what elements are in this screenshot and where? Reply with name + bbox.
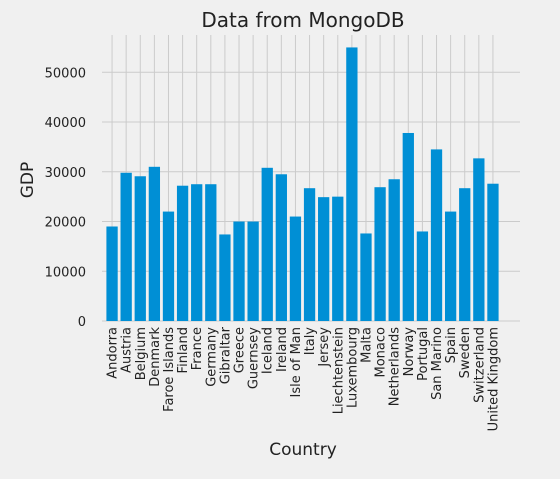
x-tick-label: Sweden [458,327,473,378]
bar-monaco [374,187,386,321]
bar-san-marino [430,149,443,321]
bar-faroe-islands [162,211,175,321]
x-tick-label: France [190,327,205,370]
x-axis-label: Country [269,440,337,460]
x-tick-label: Austria [120,327,135,373]
x-tick-label: Belgium [134,327,149,380]
bars [106,47,499,321]
x-tick-label: Jersey [317,327,332,368]
chart-title: Data from MongoDB [201,8,404,32]
bar-spain [444,211,457,321]
x-tick-label: San Marino [430,327,445,400]
bar-netherlands [388,179,400,321]
bar-germany [205,184,217,321]
x-tick-label: United Kingdom [486,327,501,431]
bar-luxembourg [346,47,358,321]
y-tick-label: 40000 [45,116,86,131]
bar-gibraltar [219,234,231,321]
bar-guernsey [247,221,259,321]
bar-united-kingdom [487,183,499,321]
bar-ireland [275,174,287,321]
x-tick-label: Spain [444,327,459,363]
x-tick-label: Finland [176,327,191,373]
bar-liechtenstein [332,196,344,321]
y-axis-label: GDP [18,162,38,199]
bar-malta [360,233,372,321]
bar-finland [176,185,189,321]
bar-sweden [459,188,471,321]
x-tick-label: Luxembourg [345,327,360,408]
y-tick-label: 50000 [45,66,86,81]
x-tick-label: Gibraltar [218,326,233,384]
bar-isle-of-man [289,216,302,321]
x-tick-label: Germany [204,327,219,387]
bar-italy [303,188,316,321]
bar-greece [233,221,245,321]
bar-switzerland [473,158,485,321]
bar-france [191,184,203,321]
x-tick-label: Isle of Man [289,327,304,397]
bar-jersey [318,197,330,321]
x-tick-label: Italy [303,327,318,356]
bar-norway [402,132,414,321]
bar-denmark [148,166,161,321]
x-tick-label: Ireland [275,327,290,372]
x-tick-label: Liechtenstein [331,327,346,414]
y-tick-label: 30000 [45,166,86,181]
x-tick-label: Faroe Islands [162,327,177,412]
x-tick-label: Greece [233,327,248,373]
bar-belgium [134,176,146,321]
x-tick-label: Netherlands [388,327,403,406]
x-tick-label: Portugal [416,327,431,381]
x-tick-label: Andorra [106,327,121,379]
x-tick-label: Monaco [374,327,389,378]
y-tick-label: 20000 [45,216,86,231]
y-tick-label: 10000 [45,265,86,280]
bar-andorra [106,226,118,321]
x-tick-label: Guernsey [247,327,262,389]
y-tick-label: 0 [78,315,86,330]
x-tick-labels: Andorra Austria Belgium Denmark Faroe Island… [106,326,502,431]
bar-iceland [261,167,273,321]
bar-portugal [416,231,429,321]
x-tick-label: Denmark [148,327,163,387]
x-tick-label: Switzerland [472,327,487,403]
x-tick-label: Norway [402,327,417,377]
x-tick-label: Malta [359,327,374,363]
x-tick-label: Iceland [261,327,276,374]
y-tick-labels: 0 10000 20000 30000 40000 50000 [45,66,86,330]
bar-austria [120,172,132,321]
